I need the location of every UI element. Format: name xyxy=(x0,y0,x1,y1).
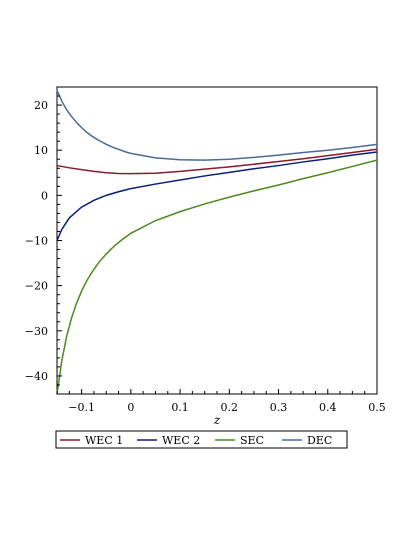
legend-label: SEC xyxy=(240,434,264,447)
y-tick-label: −10 xyxy=(25,235,48,248)
x-tick-label: 0.3 xyxy=(270,401,288,414)
x-tick-label: 0.1 xyxy=(171,401,189,414)
y-axis-ticks: −40 −30 −20 −10 0 10 20 xyxy=(25,86,62,395)
series-line-sec xyxy=(56,159,378,395)
y-tick-label: −20 xyxy=(25,280,48,293)
series-line-wec-2 xyxy=(56,151,378,241)
legend-label: WEC 2 xyxy=(162,434,200,447)
y-tick-label: 10 xyxy=(34,144,48,157)
series-line-wec-1 xyxy=(56,148,378,175)
x-tick-label: 0.2 xyxy=(221,401,239,414)
y-tick-label: 0 xyxy=(41,189,48,202)
x-tick-label: −0.1 xyxy=(68,401,95,414)
legend-label: WEC 1 xyxy=(85,434,123,447)
x-tick-label: 0.5 xyxy=(368,401,386,414)
x-axis-label: z xyxy=(213,413,221,427)
legend-box xyxy=(55,430,348,449)
y-tick-label: 20 xyxy=(34,99,48,112)
x-tick-label: 0 xyxy=(127,401,134,414)
x-tick-label: 0.4 xyxy=(319,401,337,414)
plot-frame xyxy=(56,86,378,395)
legend: WEC 1 WEC 2 SEC DEC xyxy=(55,430,348,449)
x-axis-ticks: −0.1 0 0.1 0.2 0.3 0.4 0.5 xyxy=(56,389,386,414)
series-line-dec xyxy=(56,89,378,161)
y-tick-label: −30 xyxy=(25,325,48,338)
series-layer xyxy=(56,89,378,395)
y-tick-label: −40 xyxy=(25,370,48,383)
legend-label: DEC xyxy=(307,434,332,447)
